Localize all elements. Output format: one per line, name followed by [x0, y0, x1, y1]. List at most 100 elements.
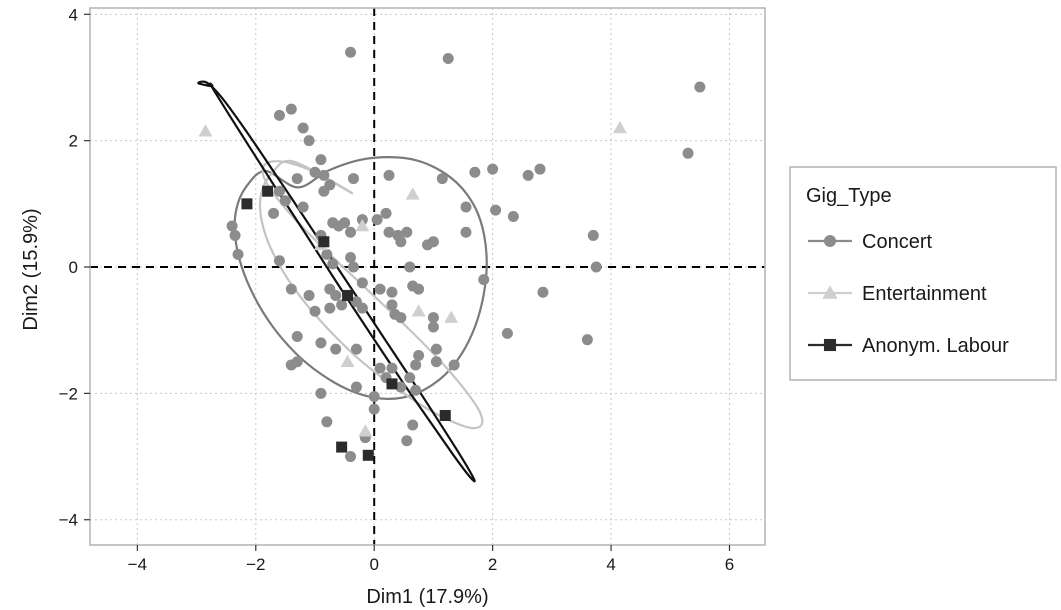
point-concert	[430, 343, 442, 355]
point-entertainment	[444, 310, 459, 323]
point-concert	[371, 214, 383, 226]
point-concert	[291, 173, 303, 185]
point-concert	[478, 274, 490, 286]
x-tick-label: 2	[488, 555, 497, 574]
point-concert	[273, 109, 285, 121]
point-concert	[413, 283, 425, 295]
point-concert	[427, 312, 439, 324]
point-concert	[330, 343, 342, 355]
y-tick-label: −2	[59, 384, 78, 403]
point-concert	[303, 289, 315, 301]
y-tick-label: −4	[59, 511, 78, 530]
point-concert	[407, 419, 419, 431]
legend: Gig_Type Concert Entertainment Anonym. Lab…	[789, 166, 1057, 381]
x-tick-label: 4	[606, 555, 615, 574]
x-axis-title: Dim1 (17.9%)	[366, 586, 488, 608]
point-concert	[226, 220, 238, 232]
point-concert	[339, 217, 351, 229]
point-concert	[395, 236, 407, 248]
point-concert	[430, 356, 442, 368]
point-concert	[356, 302, 368, 314]
point-anonym-labour	[336, 441, 348, 453]
legend-items: Concert Entertainment Anonym. Labour	[808, 231, 1009, 357]
point-anonym-labour	[262, 185, 274, 197]
point-concert	[345, 252, 357, 264]
point-entertainment	[340, 354, 355, 368]
x-tick-label: −2	[246, 555, 265, 574]
point-concert	[368, 403, 380, 415]
point-concert	[587, 229, 599, 241]
legend-label-concert: Concert	[862, 231, 932, 253]
axis-ticks: −4 −2 0 2 4 6 −4 −2 0 2 4	[59, 5, 735, 574]
point-concert	[273, 185, 285, 197]
point-entertainment	[358, 424, 373, 437]
point-concert	[345, 451, 357, 463]
y-tick-label: 0	[69, 258, 78, 277]
point-concert	[321, 248, 333, 260]
point-concert	[410, 359, 422, 371]
point-entertainment	[405, 187, 420, 200]
point-concert	[448, 359, 460, 371]
y-tick-label: 4	[69, 5, 78, 24]
point-concert	[386, 299, 398, 311]
point-concert	[285, 283, 297, 295]
point-concert	[537, 286, 549, 298]
point-concert	[410, 384, 422, 396]
point-entertainment	[411, 304, 426, 317]
point-concert	[427, 321, 439, 333]
point-anonym-labour	[342, 289, 354, 301]
point-concert	[303, 135, 315, 147]
point-concert	[330, 289, 342, 301]
plot-frame	[89, 7, 766, 546]
point-concert	[386, 286, 398, 298]
point-concert	[291, 331, 303, 343]
point-anonym-labour	[386, 378, 398, 390]
legend-marker-entertainment	[822, 285, 838, 299]
point-concert	[368, 391, 380, 403]
point-concert	[401, 226, 413, 238]
point-concert	[490, 204, 502, 216]
point-concert	[279, 195, 291, 207]
point-concert	[442, 53, 454, 65]
point-concert	[590, 261, 602, 273]
point-concert	[469, 166, 481, 178]
y-axis-title: Dim2 (15.9%)	[20, 208, 42, 330]
point-concert	[436, 173, 448, 185]
point-concert	[232, 248, 244, 260]
point-concert	[460, 201, 472, 213]
point-entertainment	[355, 218, 370, 232]
point-concert	[682, 147, 694, 159]
point-concert	[347, 261, 359, 273]
point-concert	[345, 46, 357, 58]
point-concert	[581, 334, 593, 346]
point-concert	[318, 185, 330, 197]
ellipse-anonym-labour	[197, 80, 476, 483]
point-concert	[413, 349, 425, 361]
point-concert	[350, 381, 362, 393]
point-anonym-labour	[241, 198, 253, 210]
point-concert	[315, 387, 327, 399]
point-concert	[318, 169, 330, 181]
legend-marker-anonym-labour	[823, 338, 837, 352]
legend-marker-concert	[823, 234, 837, 248]
point-concert	[487, 163, 499, 175]
point-concert	[427, 236, 439, 248]
point-concert	[404, 372, 416, 384]
point-concert	[460, 226, 472, 238]
point-concert	[374, 283, 386, 295]
point-concert	[291, 356, 303, 368]
point-concert	[534, 163, 546, 175]
point-concert	[356, 277, 368, 289]
y-tick-label: 2	[69, 132, 78, 151]
point-entertainment	[612, 121, 627, 134]
point-anonym-labour	[318, 236, 330, 248]
data-points	[198, 46, 706, 463]
point-concert	[380, 207, 392, 219]
x-tick-label: −4	[128, 555, 147, 574]
point-concert	[501, 327, 513, 339]
point-concert	[522, 169, 534, 181]
point-concert	[395, 381, 407, 393]
point-concert	[229, 229, 241, 241]
point-concert	[404, 261, 416, 273]
